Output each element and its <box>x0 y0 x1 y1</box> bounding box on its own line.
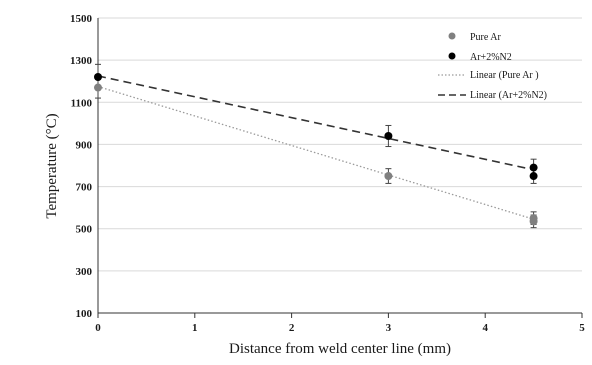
data-point-1-2 <box>529 163 538 172</box>
legend-label-linear-pure-ar: Linear (Pure Ar ) <box>470 70 539 81</box>
data-point-1-1 <box>384 132 393 140</box>
legend-label-pure-ar: Pure Ar <box>470 32 502 43</box>
y-tick-label: 1100 <box>71 97 93 109</box>
legend-marker-ar-n2 <box>448 52 456 60</box>
y-tick-label: 300 <box>76 266 93 278</box>
grid-layer <box>98 17 582 272</box>
trendline-1 <box>97 75 534 171</box>
error-bar-layer <box>95 63 537 229</box>
x-tick-label: 2 <box>289 322 295 334</box>
x-tick-label: 1 <box>192 322 198 334</box>
x-tick-label: 5 <box>579 322 585 334</box>
data-point-1-0 <box>94 73 102 81</box>
data-point-layer <box>94 73 538 226</box>
trendline-0 <box>97 85 534 220</box>
legend-marker-pure-ar <box>448 32 456 40</box>
x-tick-label: 4 <box>482 322 488 334</box>
data-point-0-3 <box>529 217 538 226</box>
legend: Pure Ar Ar+2%N2 Linear (Pure Ar ) Linear… <box>438 32 547 101</box>
x-tick-label: 3 <box>386 322 392 334</box>
y-tick-label: 100 <box>76 308 93 320</box>
legend-label-ar-n2: Ar+2%N2 <box>470 52 512 63</box>
trendline-layer <box>97 75 534 220</box>
data-point-1-3 <box>529 172 538 181</box>
y-tick-label: 700 <box>76 182 93 194</box>
y-tick-label: 900 <box>76 139 93 151</box>
tick-label-layer: 100 300 500 700 900 1100 1300 1500 0 1 2 3 4 5 <box>70 13 585 334</box>
y-tick-label: 1300 <box>70 55 93 67</box>
data-point-0-0 <box>94 83 102 92</box>
axis-layer <box>97 18 583 318</box>
y-tick-label: 500 <box>76 224 93 236</box>
x-tick-label: 0 <box>95 322 101 334</box>
data-point-0-1 <box>384 172 393 181</box>
y-tick-label: 1500 <box>70 13 93 25</box>
y-axis-title: Temperature (°C) <box>44 113 60 218</box>
legend-label-linear-ar-n2: Linear (Ar+2%N2) <box>470 90 547 101</box>
x-axis-title: Distance from weld center line (mm) <box>229 341 451 357</box>
